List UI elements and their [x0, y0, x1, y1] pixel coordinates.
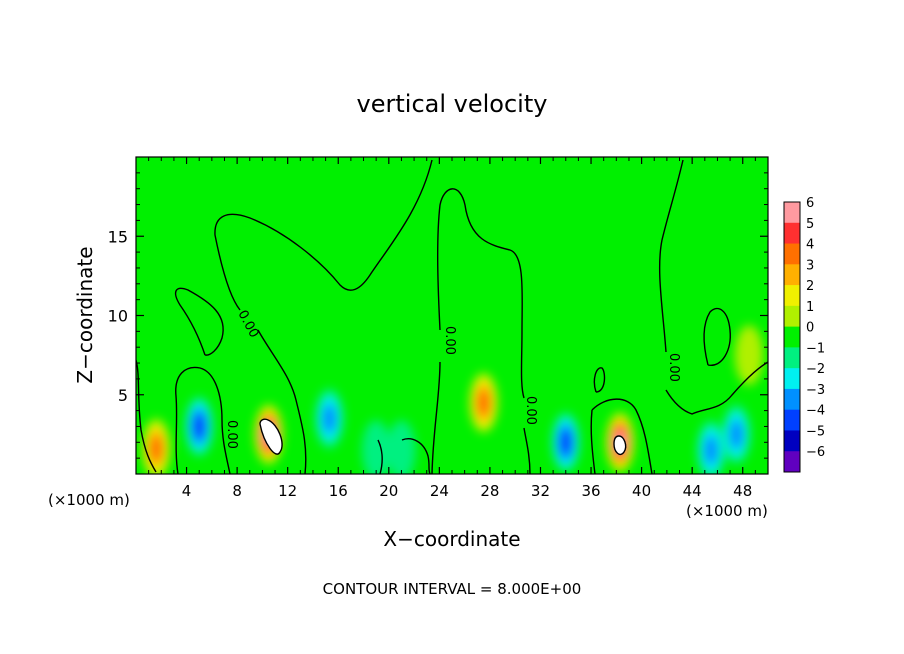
contour-line: [590, 409, 596, 474]
colorbar-swatch: [784, 451, 800, 473]
contour-label: 0.00: [666, 353, 681, 382]
colorbar-label: 4: [806, 238, 814, 253]
contour-line: [593, 367, 606, 393]
contour-line: [214, 159, 433, 311]
colorbar-label: 1: [806, 300, 814, 315]
x-tick-label: 32: [531, 482, 550, 500]
contour-line: [436, 188, 525, 399]
colorbar-frame: [783, 201, 801, 473]
field-cell: [361, 420, 391, 474]
field-cell: [193, 413, 206, 440]
colorbar-label: −4: [806, 404, 825, 419]
contour-line: [259, 418, 283, 455]
x-tick-label: 8: [232, 482, 242, 500]
colorbar-swatch: [784, 222, 800, 245]
x-axis-label: X−coordinate: [383, 527, 520, 551]
x-tick-label: 36: [581, 482, 600, 500]
colorbar-swatch: [784, 347, 800, 369]
contour-line: [257, 329, 307, 474]
colorbar-label: 0: [806, 321, 814, 336]
colorbar-swatch: [784, 430, 800, 452]
colorbar-label: −6: [806, 445, 825, 460]
colorbar-label: −3: [806, 383, 825, 398]
plot-area: 0.00 0.00 0.00 0.00 0.00: [136, 157, 768, 474]
colorbar-label: 3: [806, 258, 814, 273]
field-cell: [704, 435, 719, 465]
x-tick-label: 44: [683, 482, 702, 500]
colorbar-swatch: [784, 305, 800, 328]
x-tick-label: 40: [632, 482, 651, 500]
colorbar-swatch: [784, 368, 800, 390]
contour-line: [613, 435, 627, 456]
contour-line: [401, 438, 431, 474]
zero-contour-lines: [136, 159, 768, 474]
colorbar-swatch: [784, 409, 800, 431]
colorbar-label: −5: [806, 424, 825, 439]
contour-labels: 0.00 0.00 0.00 0.00 0.00: [224, 308, 681, 449]
contour-line: [136, 359, 157, 473]
x-tick-label: 16: [329, 482, 348, 500]
colorbar-label: 5: [806, 217, 814, 232]
x-axis: 4 8 12 16 20 24 28 32 36 40 44 48: [148, 157, 756, 500]
contour-line: [175, 366, 231, 474]
x-unit-right: (×1000 m): [686, 502, 768, 520]
contour-line: [658, 159, 684, 353]
x-tick-label: 48: [733, 482, 752, 500]
contour-interval-note: CONTOUR INTERVAL = 8.000E+00: [323, 580, 582, 598]
y-axis: 5 10 15: [108, 172, 768, 459]
x-unit-left: (×1000 m): [48, 491, 130, 509]
y-tick-label: 10: [108, 307, 128, 326]
y-tick-label: 15: [108, 227, 128, 246]
x-tick-label: 24: [430, 482, 449, 500]
contour-line: [523, 427, 531, 474]
field-cell: [150, 435, 163, 462]
colorbar-swatch: [784, 264, 800, 286]
colorbar-swatch: [784, 285, 800, 307]
colorbar-label: 2: [806, 279, 814, 294]
colorbar: 6 5 4 3 2 1 0 −1 −2 −3 −4 −5 −6: [783, 196, 825, 473]
colorbar-swatch: [784, 326, 800, 348]
chart-title: vertical velocity: [357, 90, 548, 118]
x-tick-label: 28: [480, 482, 499, 500]
y-tick-label: 5: [118, 386, 128, 405]
contour-line: [377, 439, 383, 474]
contour-line: [665, 361, 768, 415]
contour-label: 0.00: [224, 420, 239, 449]
colorbar-swatch: [784, 202, 800, 224]
contour-line: [591, 398, 653, 474]
x-tick-label: 12: [278, 482, 297, 500]
contour-line: [703, 307, 731, 366]
contour-line: [174, 287, 224, 356]
field-cell: [559, 429, 572, 455]
y-axis-label: Z−coordinate: [73, 246, 97, 383]
colorbar-swatch: [784, 243, 800, 265]
field-cell: [729, 419, 744, 449]
colorbar-label: −1: [806, 341, 825, 356]
contour-label: 0.00: [523, 396, 538, 425]
field-cell: [322, 403, 337, 434]
colorbar-swatch: [784, 388, 800, 411]
contour-line: [431, 361, 441, 474]
colorbar-label: 6: [806, 196, 814, 211]
field-cell: [477, 390, 490, 416]
colorbar-label: −2: [806, 362, 825, 377]
x-tick-label: 20: [379, 482, 398, 500]
contour-label: 0.00: [442, 326, 457, 355]
x-tick-label: 4: [182, 482, 192, 500]
field-cell: [387, 420, 416, 474]
